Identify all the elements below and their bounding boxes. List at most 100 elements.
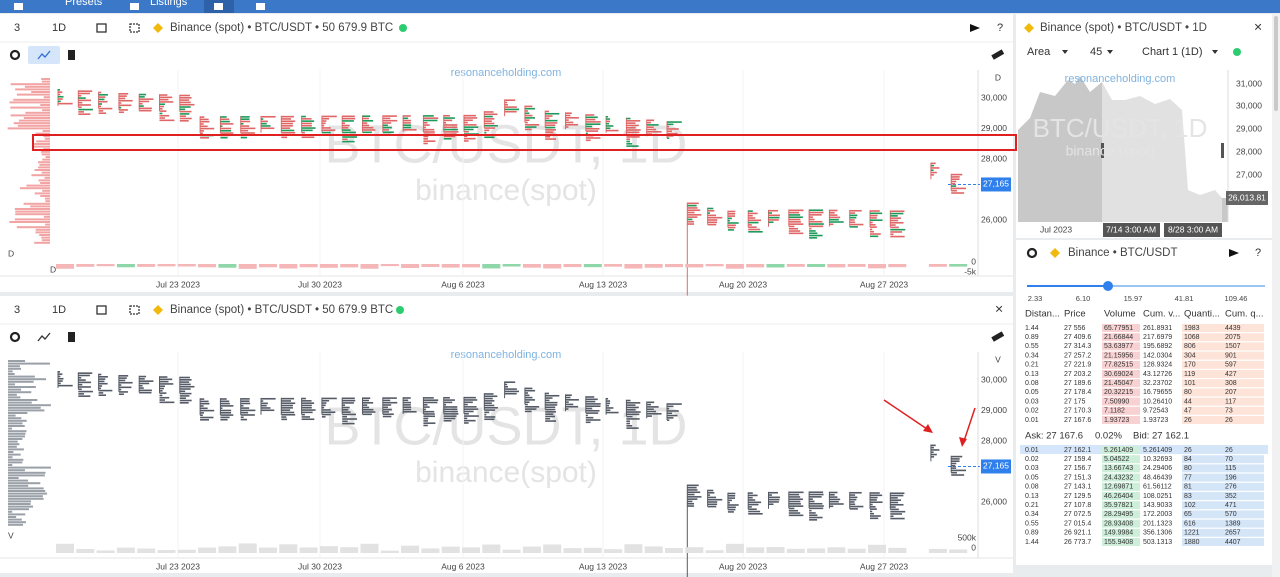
profile-bar bbox=[139, 105, 144, 107]
line-tool-icon[interactable] bbox=[37, 332, 51, 342]
profile-bar bbox=[281, 418, 288, 421]
column-header[interactable]: Quanti... bbox=[1184, 309, 1220, 320]
profile-bar bbox=[849, 494, 856, 496]
profile-bar bbox=[524, 112, 530, 115]
scrollbar[interactable] bbox=[1272, 14, 1280, 577]
interval-button[interactable]: 1D bbox=[52, 22, 66, 34]
profile-bar bbox=[78, 393, 85, 395]
ruler-icon[interactable] bbox=[991, 49, 1005, 60]
profile-bar bbox=[930, 164, 934, 167]
scroll-thumb[interactable] bbox=[1274, 16, 1278, 111]
volume-bar bbox=[522, 546, 541, 553]
style-dropdown[interactable]: Area bbox=[1027, 46, 1051, 58]
line-tool-icon[interactable] bbox=[37, 50, 51, 60]
order-cell: 2657 bbox=[1225, 530, 1241, 537]
profile-bar bbox=[809, 498, 813, 500]
volume-bar bbox=[279, 544, 298, 553]
column-header[interactable]: Volume bbox=[1104, 309, 1136, 320]
profile-bar bbox=[78, 104, 91, 106]
layout-count[interactable]: 3 bbox=[14, 22, 20, 34]
session-profile-bar bbox=[8, 474, 45, 477]
session-profile-bar bbox=[8, 422, 23, 425]
screenshot-icon[interactable] bbox=[129, 305, 140, 315]
profile-bar bbox=[78, 90, 93, 92]
column-header[interactable]: Cum. q... bbox=[1225, 309, 1264, 320]
nav-icon[interactable] bbox=[256, 3, 265, 10]
profile-bar bbox=[423, 135, 429, 138]
profile-bar bbox=[342, 136, 358, 138]
profile-bar bbox=[585, 419, 601, 421]
session-profile-bar bbox=[8, 435, 26, 438]
doc-icon[interactable] bbox=[68, 332, 75, 342]
profile-bar bbox=[809, 237, 818, 239]
ruler-icon[interactable] bbox=[991, 331, 1005, 342]
settings-icon[interactable] bbox=[1026, 247, 1038, 259]
profile-bar bbox=[321, 127, 331, 129]
profile-bar bbox=[829, 503, 844, 505]
interval-button[interactable]: 1D bbox=[52, 304, 66, 316]
profile-bar bbox=[443, 114, 450, 117]
profile-bar bbox=[585, 121, 601, 123]
profile-bar bbox=[159, 112, 163, 115]
profile-bar bbox=[809, 216, 813, 218]
column-header[interactable]: Price bbox=[1064, 309, 1086, 320]
profile-bar bbox=[606, 125, 614, 127]
order-cell: 117 bbox=[1225, 398, 1236, 405]
order-cell: 26 bbox=[1225, 447, 1233, 454]
profile-bar bbox=[200, 127, 215, 130]
play-button[interactable] bbox=[1229, 249, 1239, 257]
order-cell: 53.63977 bbox=[1104, 343, 1133, 350]
profile-bar bbox=[545, 122, 558, 124]
help-button[interactable]: ? bbox=[997, 22, 1003, 34]
close-button[interactable]: × bbox=[1254, 19, 1262, 35]
profile-bar bbox=[240, 411, 249, 414]
volume-bar bbox=[279, 264, 298, 269]
nav-icon[interactable] bbox=[14, 3, 23, 10]
profile-bar bbox=[504, 388, 517, 390]
session-profile-bar bbox=[41, 236, 50, 239]
slider-label: 6.10 bbox=[1076, 294, 1091, 303]
settings-icon[interactable] bbox=[9, 49, 21, 61]
profile-bar bbox=[870, 224, 876, 226]
order-cell: 24.43232 bbox=[1104, 474, 1133, 481]
order-cell: 0.05 bbox=[1025, 389, 1039, 396]
nav-icon[interactable] bbox=[130, 3, 139, 10]
column-header[interactable]: Distan... bbox=[1025, 309, 1060, 320]
order-cell: 195.6892 bbox=[1143, 343, 1172, 350]
profile-bar bbox=[261, 397, 276, 400]
profile-bar bbox=[890, 508, 899, 511]
profile-bar bbox=[870, 210, 880, 212]
calendar-icon[interactable] bbox=[96, 305, 107, 315]
help-button[interactable]: ? bbox=[1255, 247, 1261, 259]
order-cell: 32.23702 bbox=[1143, 380, 1172, 387]
screenshot-icon[interactable] bbox=[129, 23, 140, 33]
chart-dropdown[interactable]: Chart 1 (1D) bbox=[1142, 46, 1203, 58]
session-profile-bar bbox=[34, 241, 50, 244]
profile-bar bbox=[545, 415, 555, 418]
nav-presets[interactable]: Presets bbox=[65, 0, 103, 8]
doc-icon[interactable] bbox=[68, 50, 75, 60]
profile-bar bbox=[809, 214, 822, 216]
profile-bar bbox=[118, 384, 122, 386]
profile-bar bbox=[200, 414, 203, 416]
depth-slider-knob[interactable] bbox=[1103, 281, 1113, 291]
settings-icon[interactable] bbox=[9, 331, 21, 343]
close-button[interactable]: × bbox=[995, 301, 1003, 317]
volume-bar bbox=[583, 264, 602, 268]
profile-bar bbox=[788, 221, 801, 223]
profile-bar bbox=[281, 397, 294, 400]
session-profile-bar bbox=[35, 132, 50, 135]
slider-label: 109.46 bbox=[1225, 294, 1248, 303]
count-dropdown[interactable]: 45 bbox=[1090, 46, 1102, 58]
layout-count[interactable]: 3 bbox=[14, 304, 20, 316]
profile-bar bbox=[829, 211, 835, 214]
nav-listings[interactable]: Listings bbox=[150, 0, 188, 8]
play-button[interactable] bbox=[970, 24, 980, 32]
profile-bar bbox=[423, 119, 438, 122]
profile-bar bbox=[464, 406, 477, 408]
column-header[interactable]: Cum. v... bbox=[1143, 309, 1180, 320]
nav-icon[interactable] bbox=[214, 3, 223, 10]
profile-bar bbox=[159, 378, 173, 381]
profile-bar bbox=[545, 413, 554, 415]
calendar-icon[interactable] bbox=[96, 23, 107, 33]
